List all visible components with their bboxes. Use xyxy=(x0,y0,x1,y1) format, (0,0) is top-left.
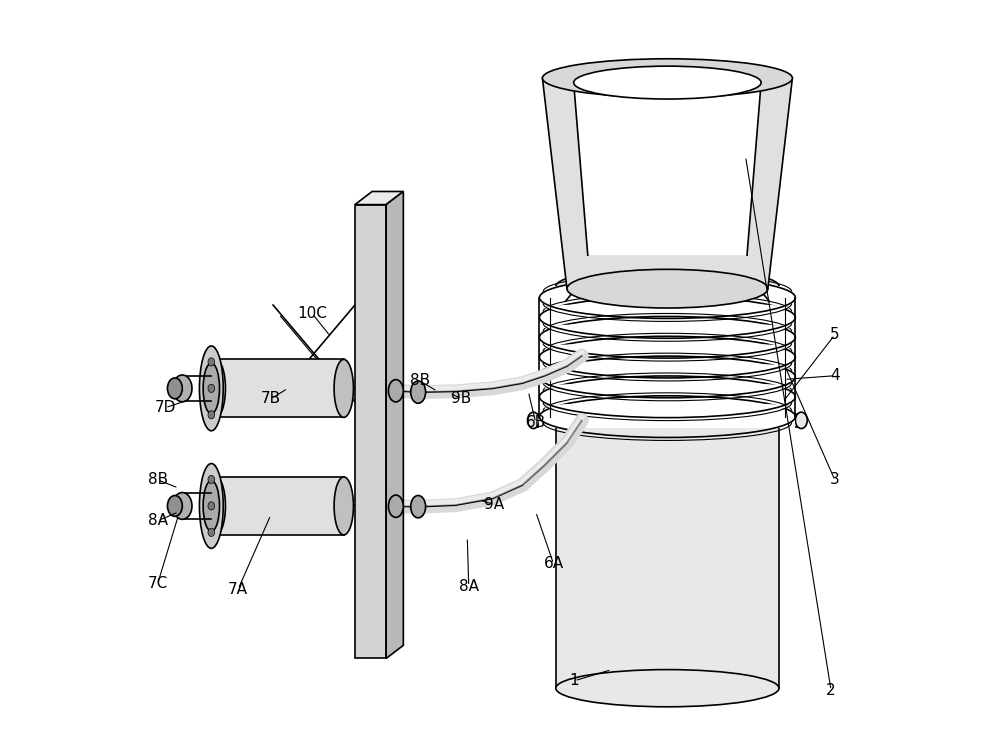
Text: 6B: 6B xyxy=(526,415,546,430)
Ellipse shape xyxy=(208,501,215,510)
Text: 8A: 8A xyxy=(459,579,479,594)
Ellipse shape xyxy=(528,412,539,429)
FancyBboxPatch shape xyxy=(216,359,344,417)
Ellipse shape xyxy=(167,378,182,399)
Text: 9B: 9B xyxy=(451,391,471,406)
Text: 7A: 7A xyxy=(228,582,248,597)
Ellipse shape xyxy=(208,358,215,366)
Polygon shape xyxy=(574,83,761,255)
Text: 7C: 7C xyxy=(148,576,168,591)
Ellipse shape xyxy=(208,385,215,393)
Text: 7D: 7D xyxy=(155,400,176,415)
Ellipse shape xyxy=(543,323,792,332)
Ellipse shape xyxy=(203,481,220,531)
Text: 1: 1 xyxy=(570,673,579,688)
Ellipse shape xyxy=(543,382,792,391)
Text: 8A: 8A xyxy=(148,513,168,528)
FancyBboxPatch shape xyxy=(216,477,344,535)
Ellipse shape xyxy=(411,496,426,518)
Ellipse shape xyxy=(567,269,768,308)
Polygon shape xyxy=(355,191,403,205)
Ellipse shape xyxy=(208,411,215,419)
Text: 6A: 6A xyxy=(544,557,564,571)
Text: 5: 5 xyxy=(830,327,840,342)
Text: 7B: 7B xyxy=(261,391,281,406)
Ellipse shape xyxy=(388,495,403,517)
Text: 8B: 8B xyxy=(148,472,168,487)
Text: 8B: 8B xyxy=(410,373,430,388)
Ellipse shape xyxy=(334,477,353,535)
Text: 3: 3 xyxy=(830,472,840,487)
Text: 9A: 9A xyxy=(484,497,504,512)
Ellipse shape xyxy=(574,66,761,99)
Ellipse shape xyxy=(206,359,225,417)
Ellipse shape xyxy=(167,496,182,516)
Ellipse shape xyxy=(208,528,215,536)
Ellipse shape xyxy=(543,403,792,411)
Ellipse shape xyxy=(543,343,792,352)
Ellipse shape xyxy=(206,477,225,535)
Ellipse shape xyxy=(388,379,403,402)
Text: 2: 2 xyxy=(826,683,836,698)
Ellipse shape xyxy=(795,412,807,429)
Ellipse shape xyxy=(203,363,220,414)
Ellipse shape xyxy=(208,475,215,484)
Polygon shape xyxy=(542,78,792,289)
Ellipse shape xyxy=(173,375,192,402)
Text: 10C: 10C xyxy=(298,307,327,321)
Ellipse shape xyxy=(173,493,192,519)
Ellipse shape xyxy=(556,268,779,305)
Polygon shape xyxy=(355,205,386,658)
Polygon shape xyxy=(386,191,403,658)
Ellipse shape xyxy=(334,359,353,417)
Ellipse shape xyxy=(556,670,779,707)
Ellipse shape xyxy=(543,303,792,312)
Ellipse shape xyxy=(542,59,792,97)
Ellipse shape xyxy=(411,381,426,403)
Ellipse shape xyxy=(543,362,792,371)
Text: 4: 4 xyxy=(830,368,840,383)
Ellipse shape xyxy=(199,464,223,548)
FancyBboxPatch shape xyxy=(539,286,795,428)
FancyBboxPatch shape xyxy=(556,286,779,688)
Ellipse shape xyxy=(199,346,223,431)
